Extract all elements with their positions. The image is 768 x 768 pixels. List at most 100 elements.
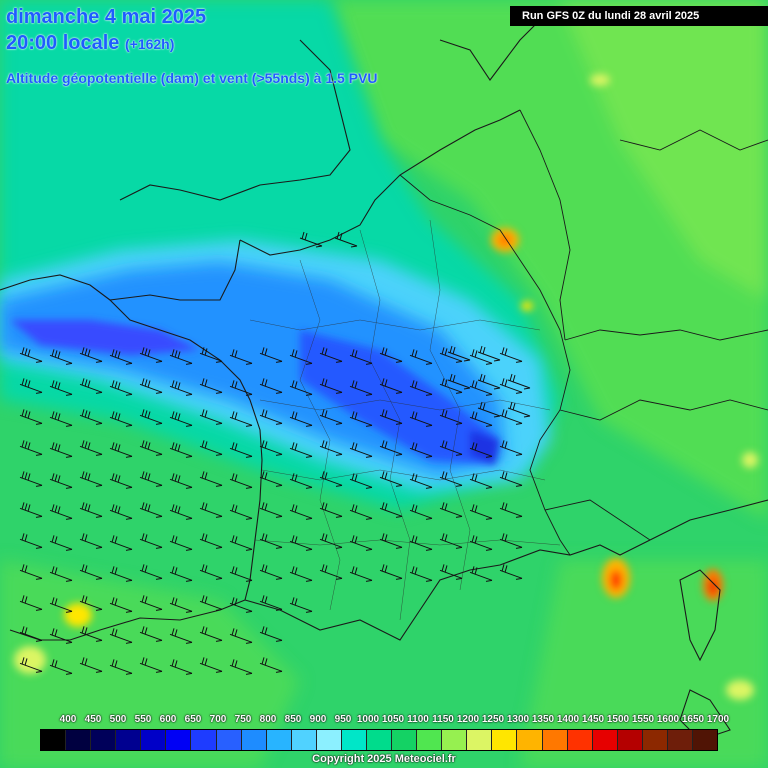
wind-barb <box>439 471 463 487</box>
legend-swatch <box>266 730 292 750</box>
wind-barb <box>289 473 313 489</box>
wind-barb <box>199 657 223 673</box>
legend-value: 600 <box>159 714 177 725</box>
legend-swatch <box>216 730 242 750</box>
wind-barb <box>79 471 103 487</box>
legend-swatch <box>91 730 117 750</box>
region-borders <box>249 219 561 621</box>
wind-barb <box>289 442 313 458</box>
wind-barb <box>139 409 163 425</box>
legend-value: 1500 <box>606 714 630 725</box>
wind-barb <box>109 504 133 520</box>
wind-barb <box>319 440 343 456</box>
wind-barb <box>469 380 493 396</box>
wind-barb <box>439 533 463 549</box>
wind-barb <box>319 409 343 425</box>
legend-swatch <box>492 730 518 750</box>
wind-barb <box>499 347 523 363</box>
wind-barb <box>439 378 463 394</box>
wind-barb <box>379 502 403 518</box>
wind-barb <box>477 401 501 418</box>
wind-barb <box>49 566 73 582</box>
wind-barb <box>109 349 133 365</box>
wind-barb <box>79 564 103 580</box>
wind-barb <box>229 504 253 520</box>
wind-barb <box>49 659 73 675</box>
wind-barb <box>79 409 103 425</box>
legend-value: 1000 <box>356 714 380 725</box>
legend-value: 1050 <box>381 714 405 725</box>
wind-barb <box>169 442 193 458</box>
wind-barb <box>499 471 523 487</box>
legend-swatch <box>667 730 694 750</box>
wind-barb <box>79 533 103 549</box>
wind-barb <box>229 566 253 582</box>
wind-barb <box>259 502 283 518</box>
wind-barb <box>169 628 193 644</box>
wind-barb <box>379 564 403 580</box>
wind-barb <box>79 595 103 611</box>
wind-barb <box>79 626 103 642</box>
wind-barb <box>169 473 193 489</box>
wind-barb <box>79 347 103 363</box>
wind-barb <box>139 657 163 673</box>
parameter-title: Altitude géopotentielle (dam) et vent (>… <box>6 70 378 86</box>
wind-barb <box>169 659 193 675</box>
copyright: Copyright 2025 Meteociel.fr <box>312 753 456 765</box>
wind-barb <box>349 504 373 520</box>
wind-barb <box>499 564 523 580</box>
wind-barb <box>477 373 501 390</box>
wind-barb <box>229 659 253 675</box>
legend-value: 1350 <box>531 714 555 725</box>
wind-barb <box>49 504 73 520</box>
wind-barb <box>109 535 133 551</box>
wind-barb <box>199 347 223 363</box>
wind-barb <box>109 380 133 396</box>
wind-barb <box>169 411 193 427</box>
wind-barb <box>439 440 463 456</box>
wind-barb <box>289 597 313 613</box>
wind-barb <box>289 411 313 427</box>
wind-barb <box>79 657 103 673</box>
wind-barb <box>499 440 523 456</box>
wind-barb <box>469 535 493 551</box>
legend-swatch <box>241 730 267 750</box>
legend-swatch <box>617 730 643 750</box>
legend-swatch <box>417 730 443 750</box>
legend-value: 650 <box>184 714 202 725</box>
wind-barb <box>319 347 343 363</box>
country-borders <box>399 109 768 556</box>
run-label: Run GFS 0Z du lundi 28 avril 2025 <box>510 6 768 26</box>
legend-swatch <box>442 730 468 750</box>
wind-barb <box>229 597 253 613</box>
wind-barb <box>319 564 343 580</box>
legend-value: 1200 <box>456 714 480 725</box>
wind-barb <box>499 533 523 549</box>
wind-barb <box>109 628 133 644</box>
legend-swatch <box>66 730 92 750</box>
wind-barb <box>139 440 163 456</box>
forecast-time: 20:00 locale (+162h) <box>6 32 174 55</box>
wind-barb <box>349 473 373 489</box>
wind-barb <box>469 349 493 365</box>
wind-barb <box>409 442 433 458</box>
wind-barb <box>139 595 163 611</box>
wind-barb <box>259 626 283 642</box>
wind-barb <box>499 502 523 518</box>
wind-barb <box>49 628 73 644</box>
wind-barb <box>169 566 193 582</box>
wind-barb <box>79 440 103 456</box>
wind-barb <box>477 345 501 362</box>
wind-barb <box>447 373 471 390</box>
wind-barb <box>19 502 43 518</box>
wind-barb <box>19 378 43 394</box>
wind-barb <box>19 440 43 456</box>
wind-barb <box>109 411 133 427</box>
forecast-hour: (+162h) <box>124 36 175 52</box>
wind-barb <box>79 378 103 394</box>
legend-swatch <box>567 730 593 750</box>
wind-barb <box>229 442 253 458</box>
wind-barb <box>319 471 343 487</box>
height-field-trough-core <box>10 320 500 465</box>
legend-value: 1150 <box>432 714 454 725</box>
